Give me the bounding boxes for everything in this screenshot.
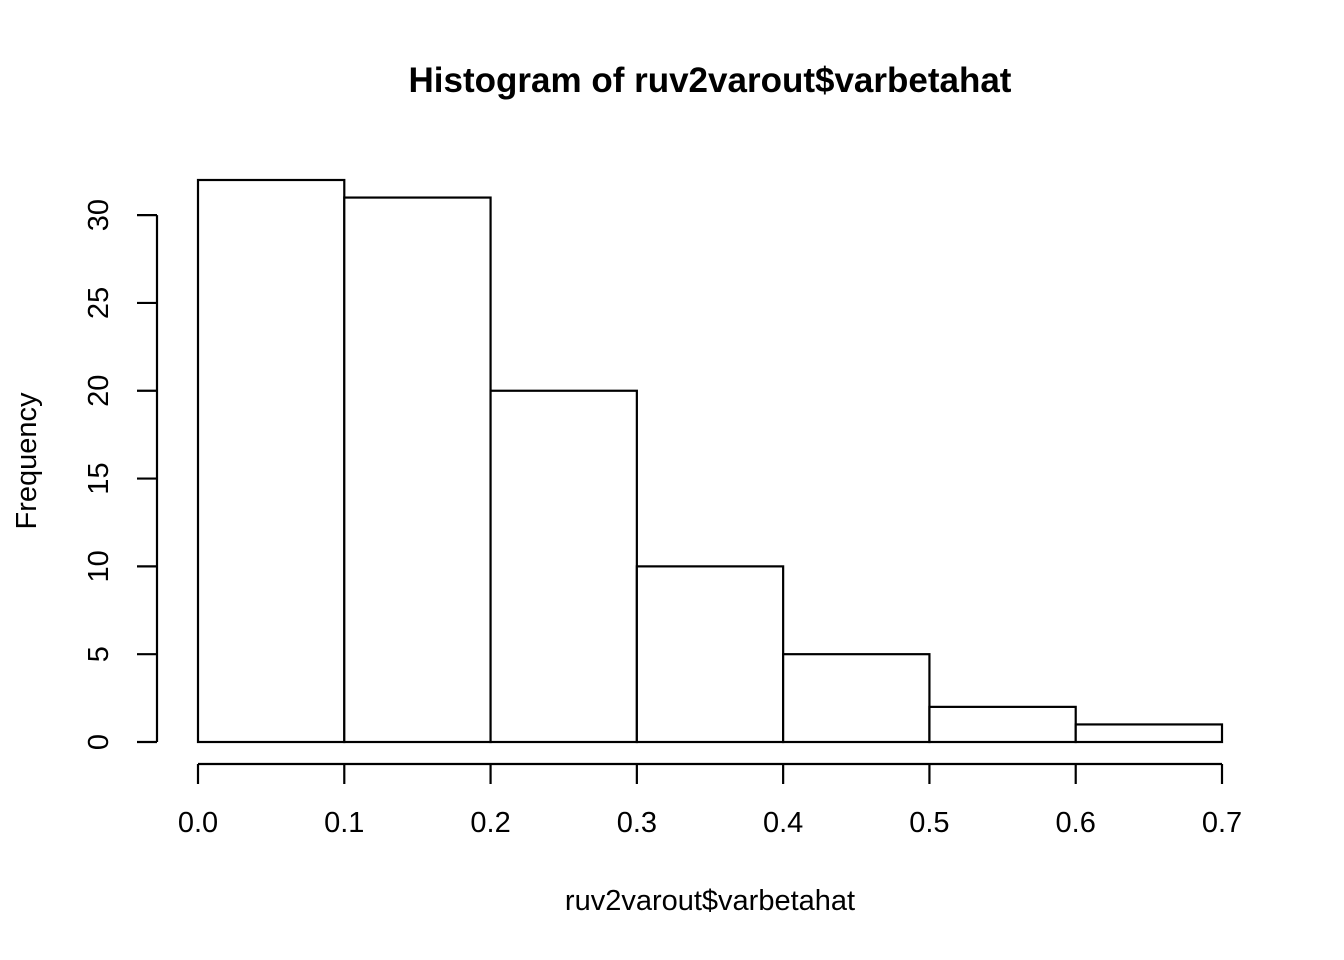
x-axis: 0.0 0.1 0.2 0.3 0.4 0.5 0.6 0.7 bbox=[178, 762, 1242, 839]
x-tick-label-4: 0.4 bbox=[763, 807, 803, 839]
histogram-bar-5 bbox=[928, 705, 1077, 744]
x-tick-label-0: 0.0 bbox=[178, 807, 218, 839]
y-tick-label-3: 15 bbox=[83, 462, 115, 494]
x-tick-label-2: 0.2 bbox=[470, 807, 510, 839]
x-tick-label-5: 0.5 bbox=[909, 807, 949, 839]
chart-title: Histogram of ruv2varout$varbetahat bbox=[409, 61, 1012, 100]
histogram-bar-2 bbox=[489, 389, 638, 744]
y-tick-label-2: 10 bbox=[83, 550, 115, 582]
y-tick-label-5: 25 bbox=[83, 287, 115, 319]
y-axis-label: Frequency bbox=[11, 392, 43, 530]
x-tick-label-7: 0.7 bbox=[1202, 807, 1242, 839]
x-tick-label-3: 0.3 bbox=[617, 807, 657, 839]
y-tick-label-4: 20 bbox=[83, 375, 115, 407]
histogram-bar-6 bbox=[1074, 723, 1224, 744]
x-tick-label-1: 0.1 bbox=[324, 807, 364, 839]
histogram-bar-4 bbox=[782, 653, 931, 744]
histogram-bar-0 bbox=[196, 178, 346, 744]
y-tick-label-6: 30 bbox=[83, 199, 115, 231]
y-tick-label-1: 5 bbox=[83, 646, 115, 662]
y-tick-label-0: 0 bbox=[83, 734, 115, 750]
bars bbox=[196, 178, 1224, 744]
x-tick-label-6: 0.6 bbox=[1056, 807, 1096, 839]
histogram-bar-1 bbox=[343, 196, 492, 744]
x-axis-label: ruv2varout$varbetahat bbox=[565, 885, 855, 917]
y-axis: 0 5 10 15 20 25 30 bbox=[83, 199, 159, 750]
histogram-bar-3 bbox=[635, 565, 785, 744]
